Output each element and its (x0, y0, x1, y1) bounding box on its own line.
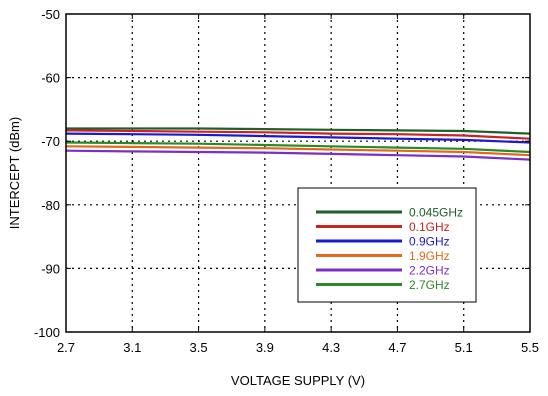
legend-label: 1.9GHz (409, 249, 450, 263)
series-line-5 (65, 141, 531, 154)
y-tick-label: -70 (41, 134, 60, 149)
plot-frame (65, 13, 531, 333)
y-axis-ticks: -100 -90 -80 -70 -60 -50 (34, 7, 530, 340)
x-axis-label: VOLTAGE SUPPLY (V) (231, 373, 365, 388)
series-lines (65, 127, 531, 161)
legend-label: 0.045GHz (409, 206, 463, 220)
series-line-2 (65, 132, 531, 144)
x-tick-label: 3.9 (256, 340, 274, 355)
y-tick-label: -60 (41, 71, 60, 86)
series-line-3 (65, 145, 531, 157)
x-axis-ticks: 2.7 3.1 3.5 3.9 4.3 4.7 5.1 5.5 (57, 14, 539, 355)
x-tick-label: 3.1 (123, 340, 141, 355)
x-tick-label: 5.5 (521, 340, 539, 355)
y-tick-label: -50 (41, 7, 60, 22)
x-tick-label: 4.3 (322, 340, 340, 355)
series-line-1 (65, 129, 531, 140)
series-line-0 (66, 127, 531, 135)
x-tick-label: 4.7 (388, 340, 406, 355)
y-tick-label: -100 (34, 325, 60, 340)
series-line-4 (65, 149, 531, 161)
y-tick-label: -90 (41, 261, 60, 276)
legend-label: 0.1GHz (409, 220, 450, 234)
legend-label: 2.7GHz (409, 278, 450, 292)
legend-label: 2.2GHz (409, 264, 450, 278)
y-tick-label: -80 (41, 198, 60, 213)
legend-label: 0.9GHz (409, 235, 450, 249)
x-tick-label: 2.7 (57, 340, 75, 355)
y-axis-label: INTERCEPT (dBm) (7, 117, 22, 229)
x-tick-label: 5.1 (455, 340, 473, 355)
x-tick-label: 3.5 (190, 340, 208, 355)
